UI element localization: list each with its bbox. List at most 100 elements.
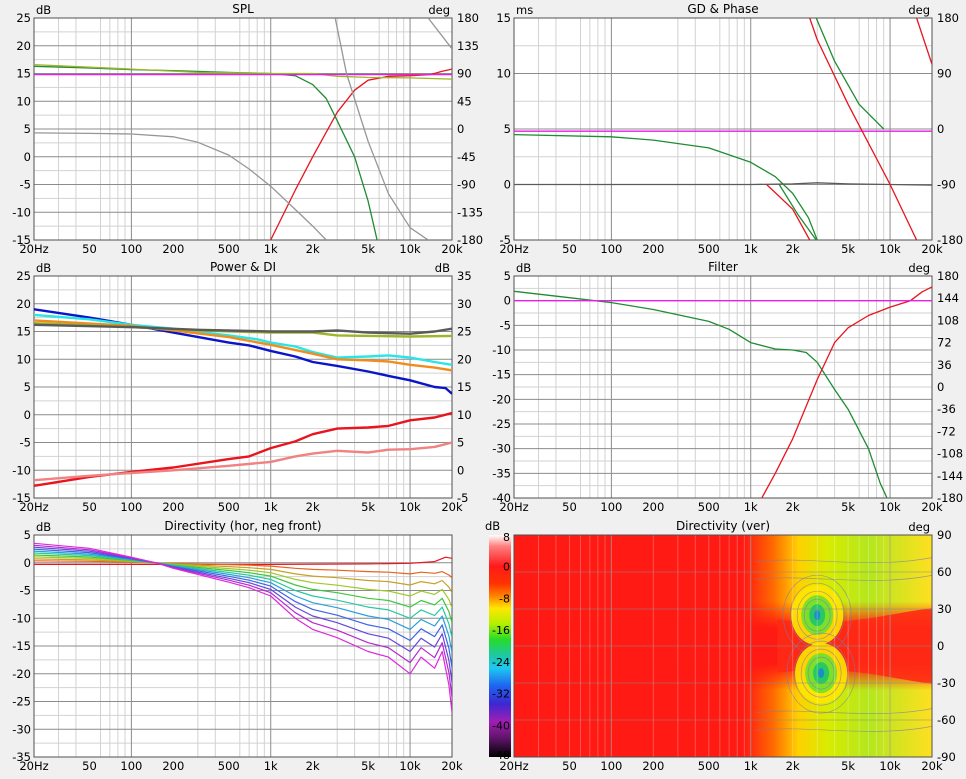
contour-line [756, 726, 933, 732]
x-tick-label: 5k [361, 242, 375, 256]
chart-title: Directivity (hor, neg front) [164, 519, 321, 533]
y-tick-label: 15 [16, 325, 31, 339]
x-tick-label: 100 [600, 242, 622, 256]
x-tick-label: 50 [562, 242, 577, 256]
x-tick-label: 2k [306, 500, 320, 514]
series-line [34, 132, 327, 240]
x-tick-label: 50 [562, 500, 577, 514]
x-tick-label: 20Hz [499, 242, 528, 256]
x-tick-label: 20k [441, 242, 463, 256]
contour-line [786, 632, 856, 714]
y2-tick-label: -135 [457, 205, 483, 219]
colorbar-tick-label: 8 [503, 531, 510, 544]
x-tick-label: 50 [562, 759, 577, 773]
y2-tick-label: 5 [457, 436, 464, 450]
colorbar-tick-label: 0 [503, 561, 510, 574]
series-group [514, 18, 932, 240]
plot-border [513, 275, 933, 499]
y-tick-label: 15 [16, 67, 31, 81]
colorbar-tick-label: -16 [492, 624, 510, 637]
y2-tick-label: 72 [937, 336, 952, 350]
chart-grid [34, 276, 452, 498]
y-tick-label: -30 [937, 676, 956, 690]
y-tick-label: 20 [16, 297, 31, 311]
x-tick-label: 2k [786, 500, 800, 514]
series-line [34, 556, 452, 565]
series-group [514, 286, 932, 498]
colorbar-label: dB [485, 519, 500, 533]
y-axis-label: ms [516, 3, 533, 17]
x-tick-label: 500 [218, 759, 240, 773]
x-tick-label: 200 [162, 500, 184, 514]
y-tick-label: 5 [24, 528, 31, 542]
x-tick-label: 2k [786, 242, 800, 256]
y-tick-label: 60 [937, 565, 952, 579]
y2-tick-label: 180 [937, 11, 959, 25]
y-tick-label: -10 [492, 343, 511, 357]
series-line [34, 323, 452, 335]
series-line [334, 18, 429, 240]
y-tick-label: 5 [24, 122, 31, 136]
y-tick-label: 25 [16, 11, 31, 25]
contour-line [800, 648, 842, 698]
x-tick-label: 10k [399, 500, 421, 514]
contour-line [756, 557, 933, 563]
x-tick-label: 200 [642, 242, 664, 256]
series-line [427, 18, 452, 50]
y-tick-label: -10 [12, 611, 31, 625]
y2-axis-label: dB [435, 261, 450, 275]
x-tick-label: 50 [82, 500, 97, 514]
colorbar-tick-label: -24 [492, 656, 510, 669]
y-tick-label: 20 [16, 39, 31, 53]
plot-border [33, 17, 453, 241]
chart-grid [34, 18, 452, 240]
y-tick-label: -15 [12, 233, 31, 247]
y-tick-label: 0 [24, 150, 31, 164]
y-axis-label: dB [516, 261, 531, 275]
y2-tick-label: -90 [937, 178, 956, 192]
x-tick-label: 1k [744, 500, 758, 514]
x-tick-label: 5k [841, 759, 855, 773]
y2-tick-label: -108 [937, 447, 963, 461]
chart-directivity-ver: Directivity (ver) 20Hz 50 100 200 500 1k 2k 5k 10… [485, 519, 956, 773]
x-tick-label: 20Hz [19, 500, 48, 514]
y-tick-label: -15 [12, 491, 31, 505]
y2-tick-label: 15 [457, 380, 472, 394]
x-tick-label: 50 [82, 759, 97, 773]
null-center [818, 668, 825, 679]
x-tick-label: 1k [264, 759, 278, 773]
y-tick-label: 0 [24, 556, 31, 570]
x-tick-label: 10k [879, 500, 901, 514]
x-tick-label: 200 [162, 759, 184, 773]
y2-tick-label: -72 [937, 424, 956, 438]
series-line [809, 18, 918, 240]
y2-tick-label: 20 [457, 352, 472, 366]
y2-tick-label: 0 [937, 380, 944, 394]
x-tick-label: 20Hz [499, 759, 528, 773]
heatmap-grid [514, 535, 932, 757]
y2-tick-label: 36 [937, 358, 952, 372]
y-tick-label: -10 [12, 463, 31, 477]
x-tick-label: 2k [306, 759, 320, 773]
y-tick-label: -15 [492, 368, 511, 382]
contour-line [793, 640, 849, 706]
series-line [34, 542, 452, 713]
chart-title: SPL [232, 2, 254, 16]
y-tick-label: -5 [20, 584, 31, 598]
y-tick-label: -5 [500, 233, 511, 247]
y2-tick-label: -5 [457, 491, 468, 505]
x-tick-label: 200 [642, 759, 664, 773]
y2-tick-label: 135 [457, 39, 479, 53]
x-tick-label: 20k [921, 500, 943, 514]
x-tick-label: 1k [744, 759, 758, 773]
contour-line [807, 656, 835, 690]
y2-tick-label: -180 [457, 233, 483, 247]
x-tick-label: 5k [841, 500, 855, 514]
x-tick-label: 500 [698, 242, 720, 256]
colorbar-tick-label: -48 [492, 749, 510, 762]
x-tick-label: 5k [361, 500, 375, 514]
